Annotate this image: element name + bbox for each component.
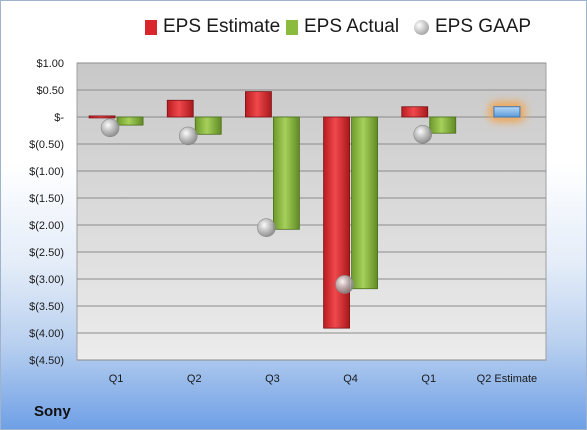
legend-swatch-actual bbox=[286, 19, 298, 35]
x-tick-label: Q1 bbox=[421, 373, 436, 385]
y-tick-label: $(2.50) bbox=[29, 247, 64, 259]
y-tick-label: $(2.00) bbox=[29, 220, 64, 232]
x-tick-label: Q4 bbox=[343, 373, 358, 385]
y-tick-label: $(1.50) bbox=[29, 193, 64, 205]
plot-area bbox=[76, 62, 547, 361]
legend-swatch-gaap bbox=[414, 19, 429, 35]
y-tick-label: $(0.50) bbox=[29, 139, 64, 151]
bar-eps-estimate-next bbox=[493, 106, 521, 118]
y-tick-label: $- bbox=[54, 112, 64, 124]
y-tick-label: $(4.50) bbox=[29, 355, 64, 367]
y-tick-label: $(1.00) bbox=[29, 166, 64, 178]
y-tick-label: $(3.00) bbox=[29, 274, 64, 286]
x-axis-ticks: Q1 Q2 Q3 Q4 Q1 Q2 Estimate bbox=[109, 373, 537, 385]
legend-item-eps-estimate: EPS Estimate bbox=[145, 16, 280, 38]
bar-eps-estimate bbox=[401, 106, 429, 118]
y-axis-ticks: $1.00 $0.50 $- $(0.50) $(1.00) $(1.50) $(2.00)… bbox=[29, 58, 64, 367]
legend-label-estimate: EPS Estimate bbox=[163, 16, 281, 37]
bar-eps-actual bbox=[116, 116, 144, 126]
point-eps-gaap bbox=[413, 124, 433, 144]
bar-eps-estimate bbox=[166, 99, 194, 118]
bar-eps-actual bbox=[194, 116, 222, 135]
point-eps-gaap bbox=[178, 126, 198, 146]
y-tick-label: $0.50 bbox=[36, 85, 64, 97]
bar-eps-estimate bbox=[245, 91, 272, 118]
data-marks bbox=[88, 91, 525, 329]
bar-eps-actual bbox=[429, 116, 457, 134]
x-tick-label: Q3 bbox=[265, 373, 280, 385]
bar-eps-actual bbox=[273, 116, 300, 230]
point-eps-gaap bbox=[100, 118, 120, 138]
x-tick-label: Q2 bbox=[187, 373, 202, 385]
y-tick-label: $(4.00) bbox=[29, 328, 64, 340]
x-tick-label: Q1 bbox=[109, 373, 124, 385]
y-tick-label: $1.00 bbox=[36, 58, 64, 70]
point-eps-gaap bbox=[257, 218, 276, 237]
legend-swatch-estimate bbox=[145, 19, 157, 35]
y-tick-label: $(3.50) bbox=[29, 301, 64, 313]
company-name: Sony bbox=[34, 403, 71, 420]
legend: EPS Estimate EPS Actual EPS GAAP bbox=[1, 16, 586, 44]
bar-eps-estimate bbox=[323, 116, 350, 329]
legend-item-eps-gaap: EPS GAAP bbox=[414, 16, 531, 38]
bar-eps-actual bbox=[351, 116, 378, 290]
gridlines bbox=[77, 62, 546, 361]
legend-label-actual: EPS Actual bbox=[304, 16, 400, 37]
bar-eps-estimate bbox=[88, 115, 116, 119]
legend-item-eps-actual: EPS Actual bbox=[286, 16, 399, 38]
legend-label-gaap: EPS GAAP bbox=[435, 16, 532, 37]
point-eps-gaap bbox=[335, 275, 354, 294]
x-tick-label: Q2 Estimate bbox=[477, 373, 538, 385]
